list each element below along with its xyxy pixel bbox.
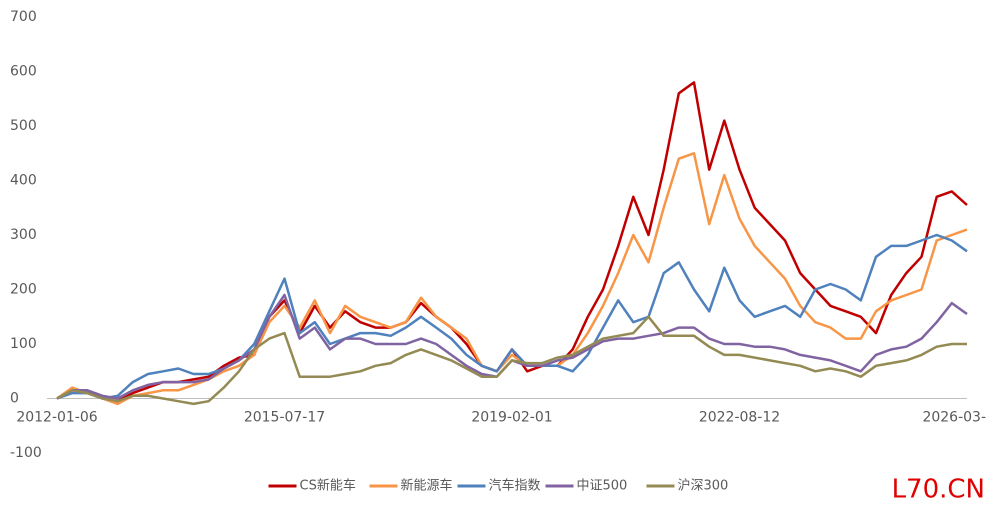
y-tick-label: 700 <box>10 9 37 25</box>
legend-label: 中证500 <box>577 479 628 494</box>
y-tick-label: -100 <box>10 445 42 461</box>
y-tick-label: 500 <box>10 118 37 134</box>
x-tick-label: 2015-07-17 <box>244 410 325 426</box>
legend-label: 沪深300 <box>678 478 729 494</box>
x-tick-label: 2026-03- <box>922 410 986 426</box>
legend-label: 汽车指数 <box>489 478 541 494</box>
legend-label: CS新能车 <box>300 478 356 494</box>
x-tick-label: 2019-02-01 <box>471 410 552 426</box>
y-tick-label: 600 <box>10 64 37 80</box>
y-tick-label: 400 <box>10 173 37 189</box>
watermark: L70.CN <box>892 475 985 505</box>
x-tick-label: 2012-01-06 <box>16 410 97 426</box>
series-line <box>56 293 968 400</box>
series-line <box>56 233 968 400</box>
series-line <box>56 315 967 406</box>
y-tick-label: 200 <box>10 282 37 298</box>
x-tick-label: 2022-08-12 <box>699 410 780 426</box>
y-tick-label: 0 <box>10 391 19 407</box>
series-line <box>56 81 968 403</box>
series-line <box>56 152 968 406</box>
y-tick-label: 100 <box>10 336 37 352</box>
legend-label: 新能源车 <box>401 478 453 494</box>
y-tick-label: 300 <box>10 227 37 243</box>
